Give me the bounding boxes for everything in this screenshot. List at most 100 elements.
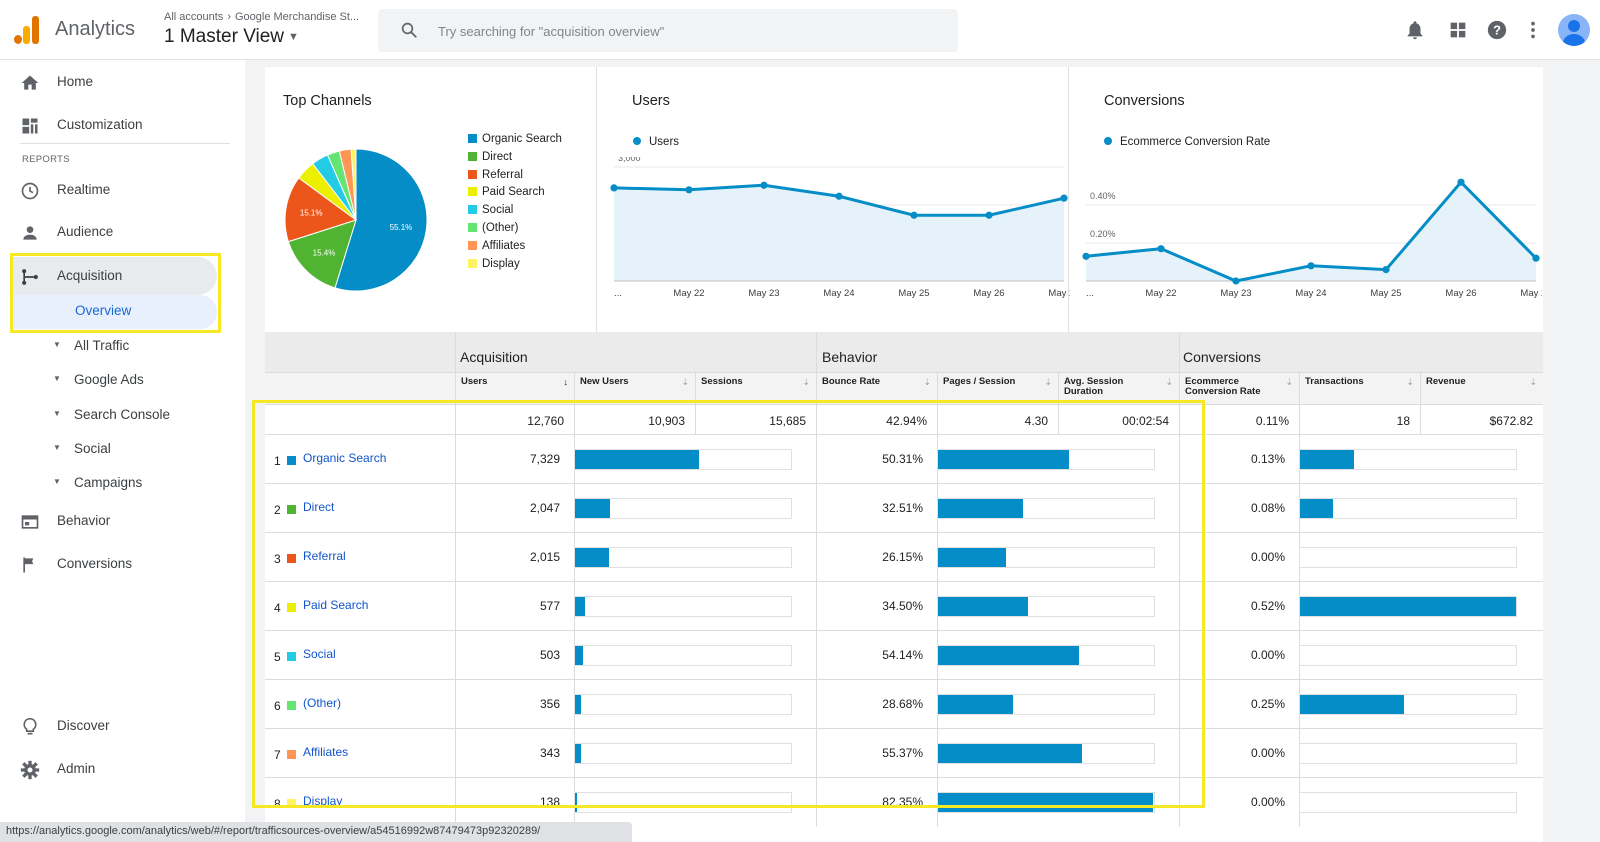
bounce-rate-value: 28.68%: [882, 697, 923, 711]
sort-icon[interactable]: ⇣: [1529, 377, 1537, 387]
sidebar-item-all-traffic[interactable]: ▼ All Traffic: [0, 331, 245, 361]
conversion-rate-line-chart[interactable]: 0.40% 0.20%... May 22 May 23 May 24 May 25 May…: [1072, 157, 1542, 307]
column-header-new-users[interactable]: New Users ⇣: [574, 372, 695, 404]
sidebar-item-campaigns[interactable]: ▼ Campaigns: [0, 468, 245, 498]
sidebar-item-label: All Traffic: [74, 338, 130, 353]
sort-icon[interactable]: ⇣: [1406, 377, 1414, 387]
data-point[interactable]: [1382, 266, 1390, 274]
data-point[interactable]: [835, 192, 843, 200]
data-point[interactable]: [1457, 178, 1465, 186]
top-channels-pie-chart[interactable]: 55.1% 15.4% 15.1%: [283, 147, 429, 293]
legend-item: Referral: [468, 169, 523, 181]
breadcrumb-account[interactable]: All accounts: [164, 11, 224, 23]
cell-divider: [455, 582, 456, 631]
users-value: 503: [539, 648, 560, 662]
totals-value: 00:02:54: [1122, 414, 1169, 428]
column-header-transactions[interactable]: Transactions ⇣: [1299, 372, 1420, 404]
sidebar-item-admin[interactable]: Admin: [0, 750, 245, 788]
legend-item: Affiliates: [468, 240, 525, 252]
sort-icon[interactable]: ⇣: [802, 377, 810, 387]
breadcrumb[interactable]: All accounts › Google Merchandise St...: [164, 11, 359, 23]
users-value: 2,047: [529, 501, 560, 515]
data-point[interactable]: [910, 211, 918, 219]
data-point[interactable]: [1082, 252, 1090, 260]
data-point[interactable]: [1307, 262, 1315, 270]
data-point[interactable]: [760, 181, 768, 189]
channel-link[interactable]: Organic Search: [303, 451, 387, 465]
bell-icon[interactable]: [1404, 19, 1426, 41]
bounce-rate-bar-fill: [938, 744, 1083, 763]
apps-grid-icon[interactable]: [1447, 19, 1469, 41]
column-header-sessions[interactable]: Sessions ⇣: [695, 372, 816, 404]
view-selector[interactable]: 1 Master View ▼: [164, 26, 299, 48]
sort-desc-icon[interactable]: ↓: [563, 377, 569, 387]
sidebar-item-behavior[interactable]: Behavior: [0, 502, 245, 540]
data-point[interactable]: [1157, 245, 1165, 253]
sort-icon[interactable]: ⇣: [681, 377, 689, 387]
data-point[interactable]: [985, 211, 993, 219]
sidebar-item-customization[interactable]: Customization: [0, 106, 245, 144]
pie-slice-organic-search[interactable]: [334, 148, 428, 292]
sort-icon[interactable]: ⇣: [923, 377, 931, 387]
column-header-pages-session[interactable]: Pages / Session ⇣: [937, 372, 1058, 404]
sidebar-item-google-ads[interactable]: ▼ Google Ads: [0, 365, 245, 395]
help-icon[interactable]: ?: [1486, 19, 1508, 41]
table-row: 2 Direct 2,047 32.51% 0.08%: [265, 483, 1543, 533]
data-point[interactable]: [1532, 254, 1540, 262]
cell-divider: [1179, 435, 1180, 484]
table-row: 3 Referral 2,015 26.15% 0.00%: [265, 532, 1543, 582]
channel-link[interactable]: Affiliates: [303, 745, 349, 759]
data-point[interactable]: [1060, 194, 1068, 202]
column-header-revenue[interactable]: Revenue ⇣: [1420, 372, 1543, 404]
pie-slice-direct[interactable]: [287, 219, 357, 289]
sidebar-item-overview[interactable]: Overview: [75, 303, 132, 318]
channel-link[interactable]: Referral: [303, 549, 346, 563]
column-header-ecommerce-conversion-rate[interactable]: Ecommerce Conversion Rate ⇣: [1179, 372, 1299, 404]
sidebar-item-social[interactable]: ▼ Social: [0, 434, 245, 464]
account-avatar[interactable]: [1558, 14, 1590, 46]
view-name: 1 Master View: [164, 26, 285, 47]
channel-link[interactable]: Display: [303, 794, 343, 808]
channels-table: Acquisition Behavior Conversions Users ↓ New …: [265, 332, 1543, 842]
channel-link[interactable]: (Other): [303, 696, 342, 710]
totals-value: 0.11%: [1255, 414, 1289, 428]
cell-divider: [1179, 729, 1180, 778]
triangle-right-icon: ▼: [53, 477, 61, 486]
cell-divider: [1179, 484, 1180, 533]
sidebar-item-audience[interactable]: Audience: [0, 213, 245, 251]
data-point[interactable]: [1232, 277, 1240, 285]
pie-slice-referral[interactable]: [284, 177, 358, 243]
analytics-logo-icon[interactable]: [14, 16, 40, 44]
acquisition-icon: [22, 269, 38, 285]
channel-link[interactable]: Direct: [303, 500, 335, 514]
sort-icon[interactable]: ⇣: [1285, 377, 1293, 387]
search-bar[interactable]: [378, 9, 958, 52]
channel-link[interactable]: Paid Search: [303, 598, 369, 612]
users-bar-fill: [575, 499, 610, 518]
sidebar-item-home[interactable]: Home: [0, 63, 245, 101]
data-point[interactable]: [685, 186, 693, 194]
breadcrumb-property[interactable]: Google Merchandise St...: [234, 11, 360, 23]
x-tick-label: May 26: [973, 288, 1004, 299]
pie-slice-display[interactable]: [350, 148, 357, 221]
legend-item: Display: [468, 258, 520, 270]
column-header-bounce-rate[interactable]: Bounce Rate ⇣: [816, 372, 937, 404]
app-title: Analytics: [55, 18, 136, 40]
channel-link[interactable]: Social: [303, 647, 336, 661]
sidebar-item-search-console[interactable]: ▼ Search Console: [0, 400, 245, 430]
column-header-users[interactable]: Users ↓: [455, 372, 574, 404]
group-divider: [1179, 332, 1180, 372]
sort-icon[interactable]: ⇣: [1165, 377, 1173, 387]
sidebar-item-discover[interactable]: Discover: [0, 707, 245, 745]
search-input[interactable]: [438, 19, 938, 43]
sidebar-item-realtime[interactable]: Realtime: [0, 171, 245, 209]
more-vert-icon[interactable]: [1522, 19, 1544, 41]
legend-label: (Other): [482, 222, 519, 234]
sidebar-item-conversions[interactable]: Conversions: [0, 545, 245, 583]
sidebar-item-acquisition[interactable]: Acquisition: [0, 257, 245, 295]
sort-icon[interactable]: ⇣: [1044, 377, 1052, 387]
column-header-avg-session-duration[interactable]: Avg. Session Duration ⇣: [1058, 372, 1179, 404]
data-point[interactable]: [610, 184, 618, 192]
users-value: 577: [539, 599, 560, 613]
